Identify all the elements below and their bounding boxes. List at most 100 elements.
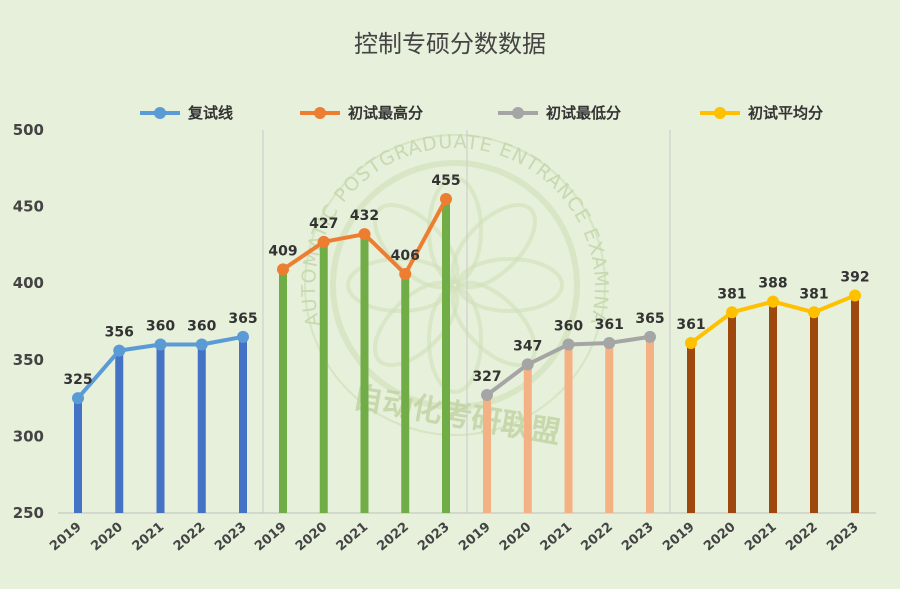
x-tick-label: 2020: [293, 520, 330, 555]
data-label: 327: [472, 369, 501, 385]
x-tick-label: 2019: [456, 520, 493, 555]
watermark-petal: [372, 280, 460, 368]
data-label: 409: [268, 243, 297, 259]
x-tick-label: 2021: [334, 520, 371, 555]
y-tick-label: 300: [13, 427, 44, 445]
data-point: [317, 235, 330, 248]
x-tick-label: 2023: [824, 520, 861, 555]
watermark-ring-outer: [304, 134, 606, 436]
data-label: 360: [554, 318, 583, 334]
data-point: [72, 392, 84, 405]
data-label: 455: [431, 173, 460, 189]
data-point: [237, 330, 249, 343]
bar: [646, 336, 654, 513]
bars-layer: [74, 198, 859, 513]
data-label: 388: [758, 276, 787, 292]
data-point: [685, 336, 697, 349]
watermark-petal: [450, 202, 538, 290]
data-point: [562, 338, 575, 351]
data-point: [195, 338, 208, 351]
chart-title: 控制专硕分数数据: [354, 30, 546, 58]
data-point: [849, 289, 861, 302]
data-label: 360: [187, 318, 216, 334]
x-tick-label: 2022: [783, 520, 820, 555]
y-tick-label: 500: [13, 121, 44, 139]
data-point: [399, 268, 412, 281]
x-tick-label: 2021: [742, 520, 779, 555]
legend-marker: [714, 107, 726, 119]
bar: [483, 395, 491, 513]
data-point: [440, 192, 452, 205]
bar: [687, 342, 695, 513]
data-label: 392: [840, 269, 869, 285]
data-point: [481, 389, 493, 402]
watermark-text: AUTOMATIC POSTGRADUATE ENTRANCE EXAMINAT…: [0, 0, 612, 329]
legend: 复试线 初试最高分 初试最低分 初试平均分: [140, 104, 823, 122]
x-tick-label: 2022: [578, 520, 615, 555]
watermark-ring-inner: [330, 160, 580, 410]
data-point: [358, 228, 371, 241]
watermark-text-path: AUTOMATIC POSTGRADUATE ENTRANCE EXAMINAT…: [0, 0, 611, 329]
bar: [239, 336, 247, 513]
data-point: [767, 295, 779, 308]
legend-label: 复试线: [187, 104, 233, 122]
x-axis: 2019 2020 2021 2022 2023 2019 2020 2021 2022 2023…: [47, 520, 861, 555]
bar: [401, 274, 410, 513]
x-tick-label: 2020: [701, 520, 738, 555]
x-tick-label: 2019: [660, 520, 697, 555]
data-label: 432: [350, 208, 379, 224]
bar: [197, 344, 206, 513]
y-axis: 250 300 350 400 450 500: [13, 121, 44, 522]
x-tick-label: 2023: [212, 520, 249, 555]
x-tick-label: 2023: [619, 520, 656, 555]
bar: [279, 269, 287, 513]
bar: [728, 312, 736, 513]
data-point: [603, 336, 616, 349]
group-dividers: [58, 130, 876, 514]
x-tick-label: 2021: [130, 520, 167, 555]
x-tick-label: 2019: [47, 520, 84, 555]
bar: [851, 295, 859, 513]
data-label: 361: [595, 317, 624, 333]
bar: [319, 241, 328, 513]
data-label: 360: [146, 318, 175, 334]
data-point: [726, 306, 738, 319]
data-label: 347: [513, 338, 542, 354]
data-point: [644, 330, 656, 343]
bar: [360, 234, 369, 513]
bar: [74, 398, 82, 513]
data-label: 325: [63, 372, 92, 388]
bar: [156, 344, 165, 513]
data-label: 365: [228, 311, 257, 327]
data-labels-layer: 325 356 360 360 365 409 427 432 406 455 327 347 360 3…: [63, 173, 869, 388]
legend-marker: [154, 107, 166, 119]
x-tick-label: 2022: [171, 520, 208, 555]
y-tick-label: 350: [13, 351, 44, 369]
data-point: [277, 263, 289, 276]
bar: [523, 364, 532, 513]
data-point: [808, 306, 820, 319]
legend-label: 初试最高分: [348, 104, 423, 122]
bar: [564, 344, 573, 513]
bar: [442, 198, 450, 513]
x-tick-label: 2022: [374, 520, 411, 555]
data-label: 427: [309, 216, 338, 232]
data-label: 365: [635, 311, 664, 327]
bar: [115, 350, 124, 513]
data-label: 381: [717, 286, 746, 302]
x-tick-label: 2023: [415, 520, 452, 555]
data-label: 381: [799, 286, 828, 302]
x-tick-label: 2021: [538, 520, 575, 555]
x-tick-label: 2020: [497, 520, 534, 555]
x-tick-label: 2020: [88, 520, 125, 555]
bar: [605, 342, 614, 513]
y-tick-label: 400: [13, 274, 44, 292]
data-point: [154, 338, 167, 351]
bar: [810, 312, 818, 513]
data-label: 356: [105, 325, 134, 341]
data-label: 406: [391, 248, 420, 264]
y-tick-label: 450: [13, 198, 44, 216]
data-label: 361: [676, 317, 705, 333]
points-layer: [72, 192, 861, 405]
